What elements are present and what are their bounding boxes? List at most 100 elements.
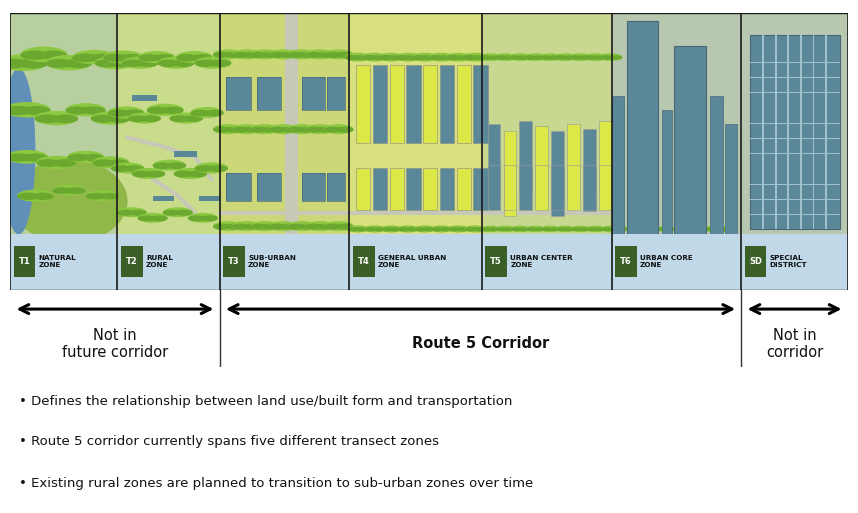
Circle shape (509, 53, 532, 61)
Bar (257, 173, 281, 201)
Circle shape (244, 52, 262, 58)
Text: Not in
corridor: Not in corridor (766, 327, 823, 360)
Circle shape (122, 109, 144, 117)
Circle shape (91, 115, 115, 123)
Bar (725, 124, 737, 234)
Bar (302, 76, 325, 110)
Circle shape (175, 210, 193, 216)
Circle shape (107, 160, 130, 167)
Circle shape (95, 60, 119, 67)
Circle shape (250, 124, 280, 134)
Circle shape (269, 124, 299, 134)
Circle shape (72, 53, 99, 62)
Circle shape (372, 227, 385, 231)
Circle shape (633, 227, 644, 231)
Circle shape (132, 168, 166, 179)
Circle shape (473, 227, 486, 231)
Bar (118, 13, 220, 290)
Circle shape (599, 55, 613, 60)
Circle shape (209, 60, 232, 67)
Circle shape (511, 226, 530, 232)
Bar (745, 246, 766, 278)
Circle shape (21, 47, 67, 62)
Bar (750, 62, 840, 63)
Text: NATURAL
ZONE: NATURAL ZONE (39, 254, 76, 268)
Bar (10, 13, 118, 290)
Bar (14, 246, 35, 278)
Circle shape (138, 54, 160, 62)
Circle shape (641, 227, 652, 231)
Circle shape (462, 53, 488, 62)
Bar (626, 21, 658, 234)
Circle shape (347, 227, 360, 231)
Circle shape (305, 52, 323, 58)
Circle shape (553, 53, 577, 61)
Bar (504, 165, 517, 209)
Circle shape (208, 165, 228, 172)
Circle shape (656, 227, 667, 231)
Circle shape (317, 52, 335, 58)
Bar (487, 165, 500, 209)
Circle shape (447, 225, 469, 232)
Circle shape (172, 60, 195, 67)
Bar (612, 96, 624, 234)
Circle shape (586, 226, 606, 232)
Circle shape (525, 226, 546, 232)
Circle shape (390, 227, 402, 231)
Circle shape (355, 55, 372, 60)
Circle shape (495, 227, 507, 231)
Circle shape (287, 49, 317, 60)
Bar (349, 13, 481, 290)
Bar (750, 214, 840, 215)
Circle shape (397, 227, 410, 231)
Circle shape (389, 55, 405, 60)
Circle shape (679, 227, 690, 231)
Circle shape (17, 192, 39, 200)
Bar (750, 184, 840, 185)
Circle shape (618, 227, 629, 231)
Circle shape (323, 224, 341, 230)
Circle shape (158, 60, 180, 67)
Circle shape (464, 227, 477, 231)
Circle shape (488, 227, 500, 231)
Circle shape (200, 215, 218, 221)
Circle shape (86, 193, 106, 200)
Circle shape (45, 59, 74, 68)
Circle shape (225, 224, 243, 230)
Circle shape (3, 102, 51, 117)
Circle shape (287, 224, 305, 230)
Circle shape (106, 115, 131, 123)
Text: T4: T4 (358, 257, 370, 266)
Circle shape (176, 54, 198, 62)
Circle shape (93, 160, 114, 167)
Circle shape (548, 55, 562, 60)
Bar (775, 35, 776, 229)
Bar (599, 165, 612, 209)
Circle shape (269, 49, 299, 60)
Circle shape (423, 227, 436, 231)
Circle shape (72, 50, 116, 64)
Text: T1: T1 (19, 257, 30, 266)
Circle shape (187, 171, 207, 177)
Circle shape (91, 111, 131, 125)
Circle shape (649, 227, 659, 231)
Circle shape (445, 55, 461, 60)
Bar (456, 66, 471, 143)
Circle shape (464, 225, 486, 232)
Circle shape (405, 55, 421, 60)
Bar (327, 173, 345, 201)
Bar (800, 35, 801, 229)
Circle shape (250, 52, 268, 58)
Bar (407, 168, 420, 209)
Circle shape (323, 124, 353, 134)
Circle shape (586, 227, 598, 231)
Bar (535, 165, 548, 209)
Circle shape (693, 227, 704, 231)
Circle shape (67, 154, 89, 161)
Circle shape (323, 52, 341, 58)
Circle shape (553, 55, 568, 60)
Circle shape (225, 52, 243, 58)
Bar (750, 35, 840, 229)
Circle shape (625, 226, 644, 232)
Circle shape (641, 226, 659, 232)
